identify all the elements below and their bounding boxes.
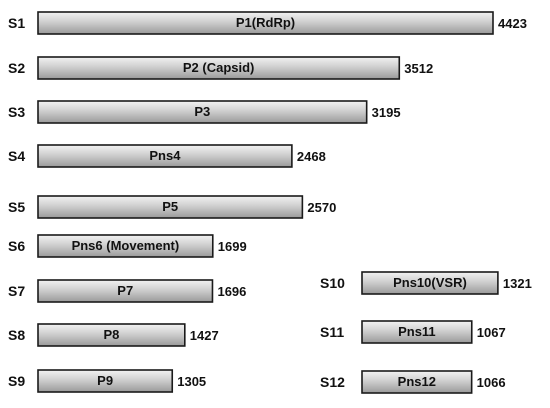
segment-label: S3 — [8, 104, 25, 120]
protein-label: Pns11 — [398, 324, 436, 339]
length-label: 1305 — [177, 374, 206, 389]
segment-row-s10: S10 Pns10(VSR) 1321 — [320, 271, 532, 295]
segment-bar — [37, 323, 186, 347]
length-label: 3195 — [372, 105, 401, 120]
segment-row-s7: S7 P7 1696 — [8, 279, 246, 303]
segment-bar — [37, 279, 214, 303]
protein-label: Pns12 — [398, 374, 436, 389]
length-label: 1067 — [477, 325, 506, 340]
length-label: 1066 — [477, 375, 506, 390]
segment-row-s11: S11 Pns11 1067 — [320, 320, 506, 344]
protein-label: Pns4 — [149, 148, 181, 163]
segment-label: S11 — [320, 324, 344, 340]
segment-row-s3: S3 P3 3195 — [8, 100, 401, 124]
segment-label: S4 — [8, 148, 25, 164]
segment-row-s4: S4 Pns4 2468 — [8, 144, 326, 168]
segment-label: S12 — [320, 374, 345, 390]
length-label: 4423 — [498, 16, 527, 31]
length-label: 2570 — [307, 200, 336, 215]
segment-bar — [361, 320, 473, 344]
segment-label: S7 — [8, 283, 25, 299]
segment-row-s8: S8 P8 1427 — [8, 323, 219, 347]
protein-label: P3 — [194, 104, 210, 119]
segment-bar — [37, 195, 304, 219]
length-label: 1696 — [217, 284, 246, 299]
segment-bar — [37, 234, 214, 258]
segment-label: S8 — [8, 327, 25, 343]
protein-label: P1(RdRp) — [236, 15, 295, 30]
segment-bar — [37, 56, 401, 80]
segment-label: S1 — [8, 15, 25, 31]
segment-bar — [37, 11, 494, 35]
protein-label: P8 — [103, 327, 119, 342]
segment-bar — [37, 100, 368, 124]
length-label: 3512 — [404, 61, 433, 76]
segment-label: S5 — [8, 199, 25, 215]
segment-bar — [37, 369, 174, 393]
segment-bar — [361, 271, 499, 295]
segment-label: S9 — [8, 373, 25, 389]
segment-label: S6 — [8, 238, 25, 254]
segment-row-s9: S9 P9 1305 — [8, 369, 206, 393]
segment-bar — [361, 370, 473, 394]
segment-label: S2 — [8, 60, 25, 76]
segment-row-s2: S2 P2 (Capsid) 3512 — [8, 56, 433, 80]
protein-label: P5 — [162, 199, 178, 214]
segment-bar — [37, 144, 293, 168]
protein-label: P9 — [97, 373, 113, 388]
protein-label: P2 (Capsid) — [183, 60, 255, 75]
protein-label: Pns6 (Movement) — [72, 238, 180, 253]
length-label: 2468 — [297, 149, 326, 164]
segment-row-s1: S1 P1(RdRp) 4423 — [8, 11, 527, 35]
length-label: 1699 — [218, 239, 247, 254]
segment-label: S10 — [320, 275, 345, 291]
length-label: 1427 — [190, 328, 219, 343]
protein-label: Pns10(VSR) — [393, 275, 467, 290]
length-label: 1321 — [503, 276, 532, 291]
segment-row-s6: S6 Pns6 (Movement) 1699 — [8, 234, 247, 258]
protein-label: P7 — [117, 283, 133, 298]
segment-row-s12: S12 Pns12 1066 — [320, 370, 506, 394]
segment-row-s5: S5 P5 2570 — [8, 195, 336, 219]
